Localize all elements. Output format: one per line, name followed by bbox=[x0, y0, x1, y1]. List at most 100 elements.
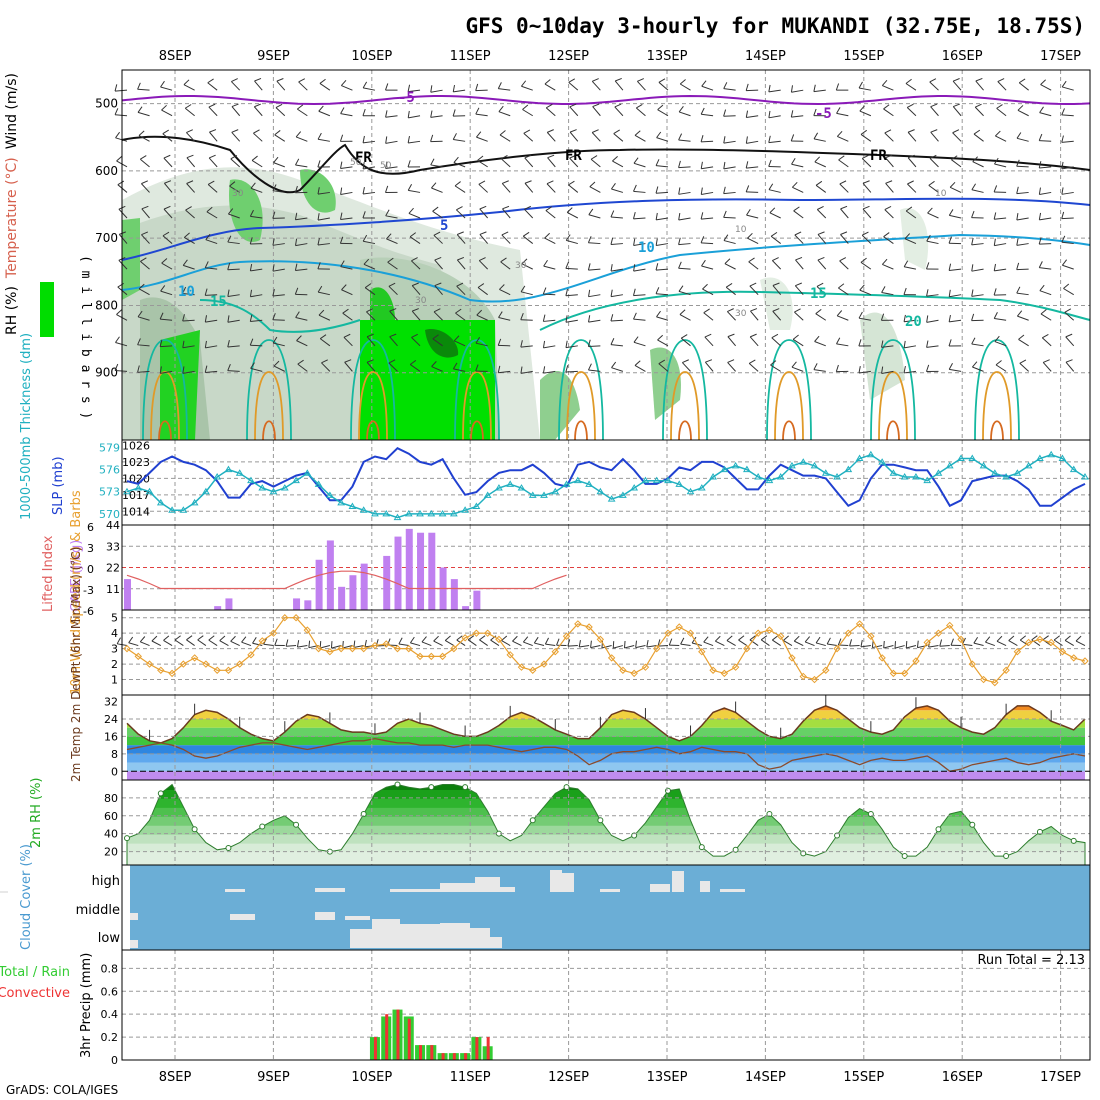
isotherm-5 bbox=[121, 197, 1091, 261]
panel-frame bbox=[121, 609, 1091, 696]
cloud-block bbox=[372, 919, 400, 948]
wind-barb bbox=[614, 80, 624, 91]
rh-point bbox=[698, 844, 705, 851]
isotherm-label: 20 bbox=[905, 314, 922, 330]
wind-barb bbox=[884, 132, 894, 142]
wind-barb-flag bbox=[250, 362, 255, 369]
wind-barb-flag bbox=[768, 84, 771, 92]
wind-barb bbox=[815, 642, 826, 647]
cape-y-label: CAPE (J/kg) bbox=[69, 540, 84, 612]
wind-barb bbox=[140, 641, 150, 647]
wind-barb-flag bbox=[747, 232, 753, 239]
wind-barb-flag bbox=[1038, 133, 1043, 141]
wind-barb bbox=[456, 285, 466, 296]
wind-barb-flag bbox=[544, 79, 551, 85]
wind-barb-flag bbox=[772, 308, 780, 312]
wind-barb bbox=[569, 106, 579, 117]
wind-barb-flag bbox=[791, 158, 796, 165]
temp-color-band bbox=[127, 710, 1085, 719]
wind-barb-flag bbox=[903, 340, 906, 348]
wind-speed-point bbox=[461, 634, 469, 642]
wind-speed-point bbox=[157, 666, 165, 674]
wind-barb-flag bbox=[501, 231, 509, 236]
wind-barb-flag bbox=[430, 85, 433, 93]
wind-speed-point bbox=[743, 644, 751, 653]
thickness-point bbox=[957, 454, 965, 461]
wind-barb bbox=[817, 234, 827, 244]
wind-barb bbox=[385, 140, 398, 144]
wind-tick-label: 5 bbox=[111, 612, 118, 625]
rh-legend-swatch bbox=[40, 282, 54, 337]
rh-contour-label: 10 bbox=[935, 189, 947, 199]
wind-barb-flag bbox=[770, 231, 778, 237]
thickness-point bbox=[1047, 450, 1056, 458]
wind-barb bbox=[340, 191, 353, 196]
wind-barb-flag bbox=[884, 206, 892, 211]
wind-barb bbox=[904, 266, 917, 270]
wind-barb bbox=[588, 294, 601, 298]
isotherm-30 bbox=[886, 420, 900, 441]
wind-speed-point bbox=[664, 629, 672, 637]
wind-barb bbox=[227, 370, 240, 372]
wind-barb bbox=[771, 337, 782, 347]
wind-barb bbox=[636, 80, 646, 91]
wind-barb-flag bbox=[903, 365, 906, 374]
wind-barb-flag bbox=[160, 80, 165, 88]
wind-barb-flag bbox=[646, 640, 649, 648]
wind-barb-flag bbox=[972, 361, 978, 368]
cloud-tick-label: middle bbox=[76, 903, 120, 918]
wind-barb-flag bbox=[204, 315, 208, 323]
cape-bar bbox=[304, 600, 312, 610]
wind-barb-flag bbox=[792, 181, 798, 188]
wind-barb-flag bbox=[655, 263, 659, 271]
wind-barb-flag bbox=[340, 260, 345, 267]
wind-speed-point bbox=[720, 669, 729, 678]
temp-color-band bbox=[127, 718, 1085, 728]
wind-barb-flag bbox=[907, 103, 914, 108]
wind-speed-point bbox=[1058, 648, 1067, 656]
wind-barb bbox=[408, 140, 421, 144]
slp-line bbox=[126, 446, 1086, 508]
wind-barb bbox=[297, 645, 308, 648]
wind-barb-flag bbox=[770, 360, 777, 366]
wind-barb-flag bbox=[633, 336, 639, 343]
cape-bar bbox=[428, 532, 436, 610]
wind-barb-flag bbox=[748, 257, 755, 263]
wind-barb-flag bbox=[749, 282, 757, 287]
wind-barb-flag bbox=[930, 103, 938, 108]
cape-bar bbox=[462, 606, 470, 610]
wind-barb-flag bbox=[137, 106, 143, 113]
wind-barb-flag bbox=[294, 287, 299, 295]
wind-barb-flag bbox=[578, 640, 581, 648]
wind-barb bbox=[341, 289, 353, 296]
wind-speed-point bbox=[292, 614, 300, 622]
wind-speed-point bbox=[900, 669, 909, 678]
wind-barb bbox=[610, 216, 623, 219]
wind-barb-flag bbox=[813, 108, 817, 116]
wind-barb-flag bbox=[610, 237, 614, 245]
wind-barb-flag bbox=[971, 183, 977, 190]
wind-barb-flag bbox=[182, 286, 187, 294]
wind-speed-point bbox=[134, 652, 142, 661]
upper-air-y-label: RH (%)Temperature (°C)Wind (m/s) bbox=[4, 73, 20, 335]
wind-barb bbox=[972, 366, 984, 372]
wind-barb-flag bbox=[432, 334, 439, 340]
precip-tick-label: 0.8 bbox=[101, 962, 119, 975]
wind-barb bbox=[182, 345, 195, 349]
wind-barb bbox=[975, 80, 984, 91]
precip-convective-bar bbox=[430, 1045, 434, 1060]
wind-barb-flag bbox=[364, 639, 367, 647]
date-label-bottom: 16SEP bbox=[942, 1070, 983, 1085]
wind-barb-flag bbox=[407, 84, 411, 92]
wind-speed-point bbox=[1047, 638, 1055, 647]
wind-barb-flag bbox=[569, 129, 577, 133]
wind-barb-flag bbox=[138, 283, 145, 290]
wind-barb bbox=[163, 182, 173, 193]
wind-barb bbox=[421, 641, 432, 647]
wind-barb-flag bbox=[490, 635, 497, 641]
wind-barb bbox=[182, 370, 195, 374]
wind-barb bbox=[795, 259, 804, 270]
rh-tick-label: 80 bbox=[104, 792, 118, 805]
wind-barb-flag bbox=[951, 155, 958, 161]
wind-barb bbox=[746, 214, 759, 219]
